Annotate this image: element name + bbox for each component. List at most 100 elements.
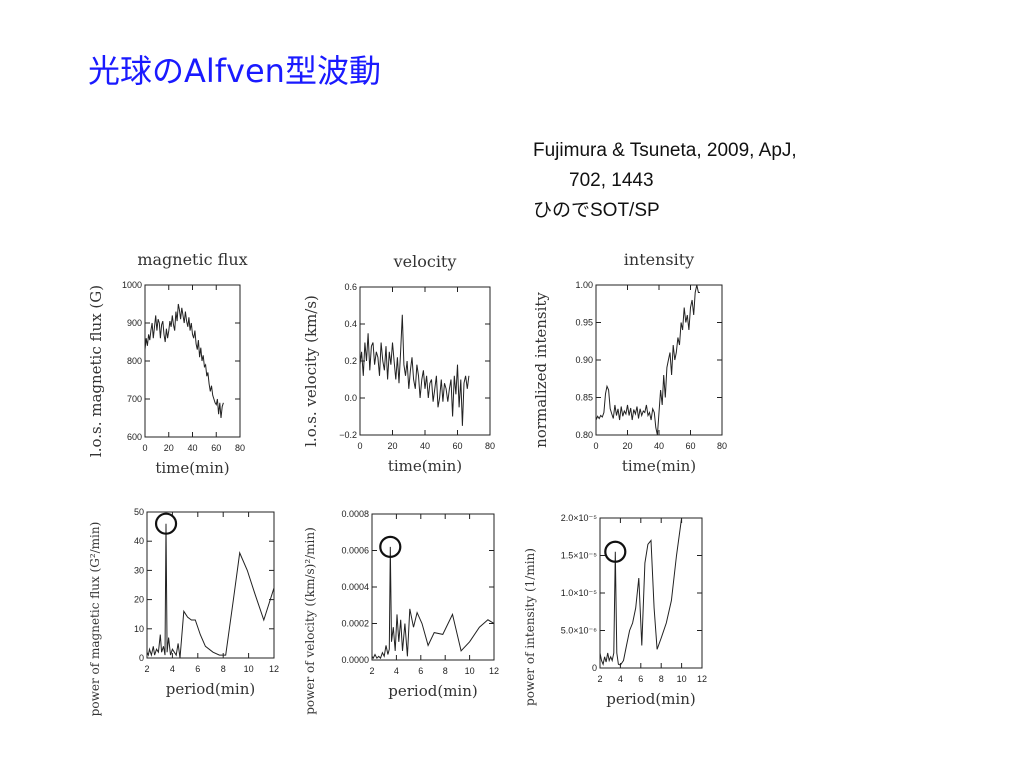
y-tick-label: 0.0000 — [341, 655, 369, 665]
y-tick-label: 0.85 — [575, 393, 593, 403]
x-axis-label: time(min) — [622, 457, 696, 475]
y-tick-label: 0.0004 — [341, 582, 369, 592]
y-axis-label: power of intensity (1/min) — [523, 548, 537, 706]
x-tick-label: 10 — [465, 666, 475, 676]
citation-instrument: ひのでSOT/SP — [533, 200, 660, 221]
x-tick-label: 0 — [357, 441, 362, 451]
x-tick-label: 2 — [369, 666, 374, 676]
x-tick-label: 60 — [211, 443, 221, 453]
x-tick-label: 2 — [144, 664, 149, 674]
chart-power-intensity: 2 4 6 8 10 12 0 5.0×10⁻⁶ 1.0×10⁻⁵ 1.5×10⁻⁵ 2.0×10⁻… — [523, 513, 707, 708]
y-tick-label: 800 — [127, 356, 142, 366]
y-axis-label: l.o.s. velocity (km/s) — [302, 295, 320, 447]
y-tick-label: 0.0006 — [341, 546, 369, 556]
x-tick-label: 80 — [235, 443, 245, 453]
x-tick-label: 4 — [170, 664, 175, 674]
y-axis-label: power of magnetic flux (G²/min) — [88, 522, 102, 717]
y-tick-label: 1.5×10⁻⁵ — [561, 551, 598, 561]
y-tick-label: 0.4 — [344, 319, 357, 329]
citation-authors: Fujimura & Tsuneta, 2009, ApJ, — [533, 140, 797, 161]
y-axis-label: normalized intensity — [532, 292, 550, 448]
y-tick-label: 900 — [127, 318, 142, 328]
y-tick-label: 40 — [134, 536, 144, 546]
y-tick-label: 20 — [134, 595, 144, 605]
x-tick-label: 8 — [221, 664, 226, 674]
x-axis-label: period(min) — [166, 680, 255, 698]
chart-velocity: velocity 0 20 40 60 80 −0.2 0.0 0.2 0.4 0.6 time(mi… — [302, 252, 495, 475]
x-tick-label: 12 — [697, 674, 707, 684]
x-tick-label: 40 — [187, 443, 197, 453]
y-tick-label: 700 — [127, 394, 142, 404]
chart-title: magnetic flux — [137, 250, 247, 269]
series-line — [147, 523, 274, 658]
y-tick-label: 0.90 — [575, 355, 593, 365]
x-tick-label: 8 — [659, 674, 664, 684]
y-tick-label: 1.00 — [575, 280, 593, 290]
y-tick-label: 0 — [592, 663, 597, 673]
x-axis-label: time(min) — [155, 459, 229, 477]
peak-marker-circle — [154, 512, 178, 535]
x-tick-label: 8 — [443, 666, 448, 676]
chart-power-magnetic-flux: 2 4 6 8 10 12 0 10 20 30 40 50 period(min) power of m… — [88, 507, 279, 717]
y-tick-label: 0.95 — [575, 318, 593, 328]
peak-marker-circle — [604, 540, 627, 563]
series-line — [596, 285, 700, 435]
y-axis-label: power of velocity ((km/s)²/min) — [303, 527, 317, 715]
x-tick-label: 80 — [717, 441, 727, 451]
x-tick-label: 60 — [452, 441, 462, 451]
x-tick-label: 6 — [195, 664, 200, 674]
x-tick-label: 12 — [269, 664, 279, 674]
y-tick-label: 0.0008 — [341, 509, 369, 519]
y-tick-label: 2.0×10⁻⁵ — [561, 513, 598, 523]
series-line — [145, 303, 224, 419]
x-tick-label: 6 — [638, 674, 643, 684]
x-tick-label: 0 — [142, 443, 147, 453]
chart-magnetic-flux: magnetic flux 0 20 40 60 80 600 700 800 900 1000 ti… — [87, 250, 248, 477]
x-tick-label: 6 — [418, 666, 423, 676]
y-tick-label: 1.0×10⁻⁵ — [561, 588, 598, 598]
y-axis-label: l.o.s. magnetic flux (G) — [87, 285, 105, 457]
x-tick-label: 4 — [618, 674, 623, 684]
y-tick-label: 600 — [127, 432, 142, 442]
y-tick-label: 0.80 — [575, 430, 593, 440]
series-line — [600, 518, 683, 666]
chart-title: intensity — [624, 250, 694, 269]
y-tick-label: 10 — [134, 624, 144, 634]
x-axis-label: period(min) — [388, 682, 477, 700]
chart-title: velocity — [393, 252, 457, 271]
x-axis-label: period(min) — [606, 690, 695, 708]
series-line — [372, 546, 494, 660]
peak-marker-circle — [379, 535, 402, 558]
x-tick-label: 10 — [677, 674, 687, 684]
y-tick-label: 0.0 — [344, 393, 357, 403]
y-tick-label: 0.0002 — [341, 619, 369, 629]
y-tick-label: 0.6 — [344, 282, 357, 292]
plot-frame — [359, 286, 491, 436]
x-tick-label: 12 — [489, 666, 499, 676]
chart-intensity: intensity 0 20 40 60 80 0.80 0.85 0.90 0.95 1.00 ti… — [532, 250, 727, 475]
x-tick-label: 20 — [164, 443, 174, 453]
y-tick-label: −0.2 — [339, 430, 357, 440]
y-tick-label: 1000 — [122, 280, 142, 290]
y-tick-label: 0 — [139, 653, 144, 663]
y-tick-label: 30 — [134, 565, 144, 575]
citation-reference: 702, 1443 — [569, 170, 654, 191]
x-tick-label: 2 — [597, 674, 602, 684]
x-tick-label: 20 — [622, 441, 632, 451]
x-tick-label: 40 — [654, 441, 664, 451]
plot-frame — [144, 284, 241, 438]
x-tick-label: 10 — [244, 664, 254, 674]
chart-power-velocity: 2 4 6 8 10 12 0.0000 0.0002 0.0004 0.0006 0.0008 pe… — [303, 509, 499, 715]
series-line — [360, 314, 470, 426]
x-tick-label: 0 — [593, 441, 598, 451]
y-tick-label: 50 — [134, 507, 144, 517]
x-tick-label: 40 — [420, 441, 430, 451]
x-axis-label: time(min) — [388, 457, 462, 475]
x-tick-label: 4 — [394, 666, 399, 676]
plot-frame — [146, 511, 275, 659]
citation-block: Fujimura & Tsuneta, 2009, ApJ, 702, 1443… — [533, 136, 797, 226]
y-tick-label: 5.0×10⁻⁶ — [561, 626, 598, 636]
x-tick-label: 80 — [485, 441, 495, 451]
slide-title: 光球のAlfven型波動 — [88, 52, 381, 90]
x-tick-label: 20 — [387, 441, 397, 451]
